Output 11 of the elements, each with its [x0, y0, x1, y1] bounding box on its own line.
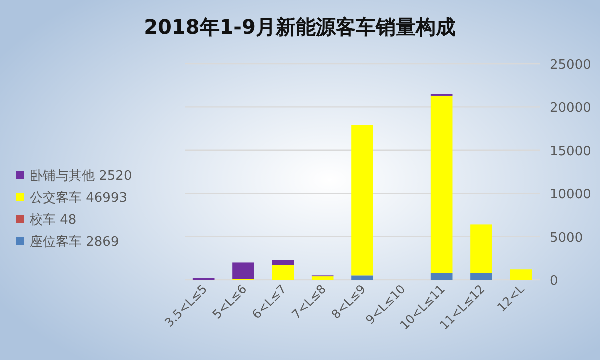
- y-tick-label: 20000: [550, 101, 592, 116]
- y-tick-label: 25000: [550, 58, 592, 73]
- y-tick-label: 5000: [550, 230, 584, 246]
- y-tick-label: 0: [550, 274, 558, 289]
- legend-label: 公交客车 46993: [30, 190, 128, 206]
- y-tick-label: 10000: [550, 188, 592, 203]
- legend-label: 座位客车 2869: [30, 234, 120, 250]
- y-tick-label: 15000: [550, 144, 592, 160]
- chart-title: 2018年1-9月新能源客车销量构成: [144, 15, 456, 39]
- legend-label: 卧铺与其他 2520: [30, 169, 132, 184]
- legend-label: 校车 48: [29, 213, 77, 228]
